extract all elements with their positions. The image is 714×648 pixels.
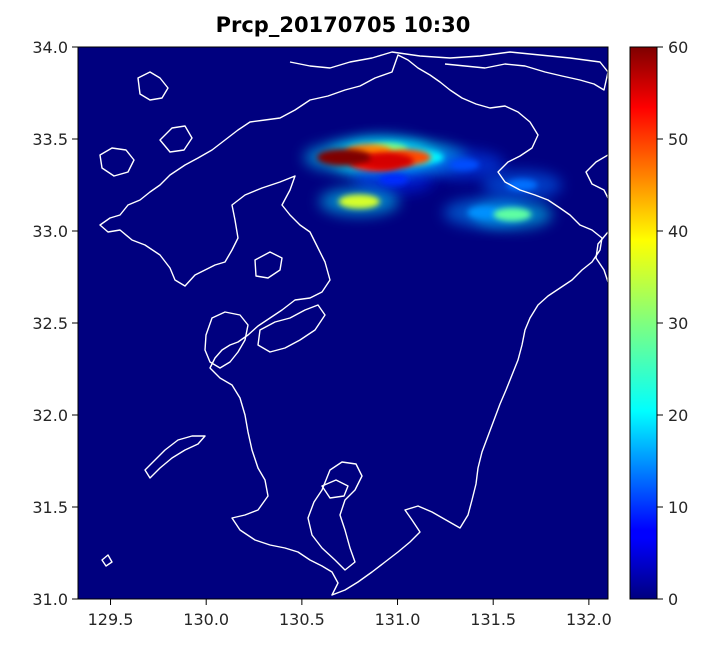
x-tick-label: 130.0: [183, 610, 229, 629]
coastline-kyushu: [99, 54, 603, 596]
coastline-shikoku2: [595, 231, 608, 283]
coastline-ariake: [254, 251, 283, 279]
y-tick-label: 33.0: [32, 222, 68, 241]
y-tick-label: 33.5: [32, 130, 68, 149]
coastline: [99, 51, 608, 596]
y-tick-label: 34.0: [32, 38, 68, 57]
colorbar-tick-label: 0: [668, 590, 678, 609]
colorbar-tick-label: 10: [668, 498, 688, 517]
precip-cell: [506, 179, 538, 191]
precip-cell: [338, 194, 381, 209]
coastline-islet: [101, 554, 113, 567]
colorbar-tick-label: 30: [668, 314, 688, 333]
x-tick-label: 129.5: [88, 610, 134, 629]
coastline-kagoshima-bay: [307, 461, 363, 571]
precipitation-field: [303, 136, 562, 229]
x-tick-label: 131.5: [470, 610, 516, 629]
precip-cell: [362, 152, 414, 170]
x-tick-label: 132.0: [566, 610, 612, 629]
precip-cell: [379, 173, 409, 186]
y-tick-label: 32.0: [32, 406, 68, 425]
chart-title: Prcp_20170705 10:30: [216, 13, 471, 37]
colorbar-tick-label: 40: [668, 222, 688, 241]
coastline-islands-nw: [99, 147, 135, 177]
coastline-sakurajima: [321, 479, 349, 499]
x-axis: 129.5 130.0 130.5 131.0 131.5 132.0: [88, 599, 612, 629]
colorbar-tick-label: 20: [668, 406, 688, 425]
coastline-honshu: [289, 51, 608, 91]
colorbar: [629, 46, 658, 600]
colorbar-tick-label: 50: [668, 130, 688, 149]
coastline-iki: [137, 71, 169, 101]
y-tick-label: 32.5: [32, 314, 68, 333]
y-axis: 31.0 31.5 32.0 32.5 33.0 33.5 34.0: [32, 38, 78, 609]
coastline-islands-west: [144, 435, 206, 479]
y-tick-label: 31.5: [32, 498, 68, 517]
coastline-shimabara: [204, 311, 249, 369]
coastline-shikoku: [585, 154, 608, 199]
colorbar-axis: 0 10 20 30 40 50 60: [657, 38, 688, 609]
x-tick-label: 131.0: [375, 610, 421, 629]
colorbar-tick-label: 60: [668, 38, 688, 57]
precip-cell: [493, 207, 532, 222]
precip-cell: [467, 206, 500, 219]
coastline-islands-nw2: [159, 125, 193, 153]
x-tick-label: 130.5: [279, 610, 325, 629]
precip-cell: [449, 159, 480, 171]
coastline-amakusa: [257, 304, 326, 353]
precip-cell: [316, 148, 371, 166]
y-tick-label: 31.0: [32, 590, 68, 609]
